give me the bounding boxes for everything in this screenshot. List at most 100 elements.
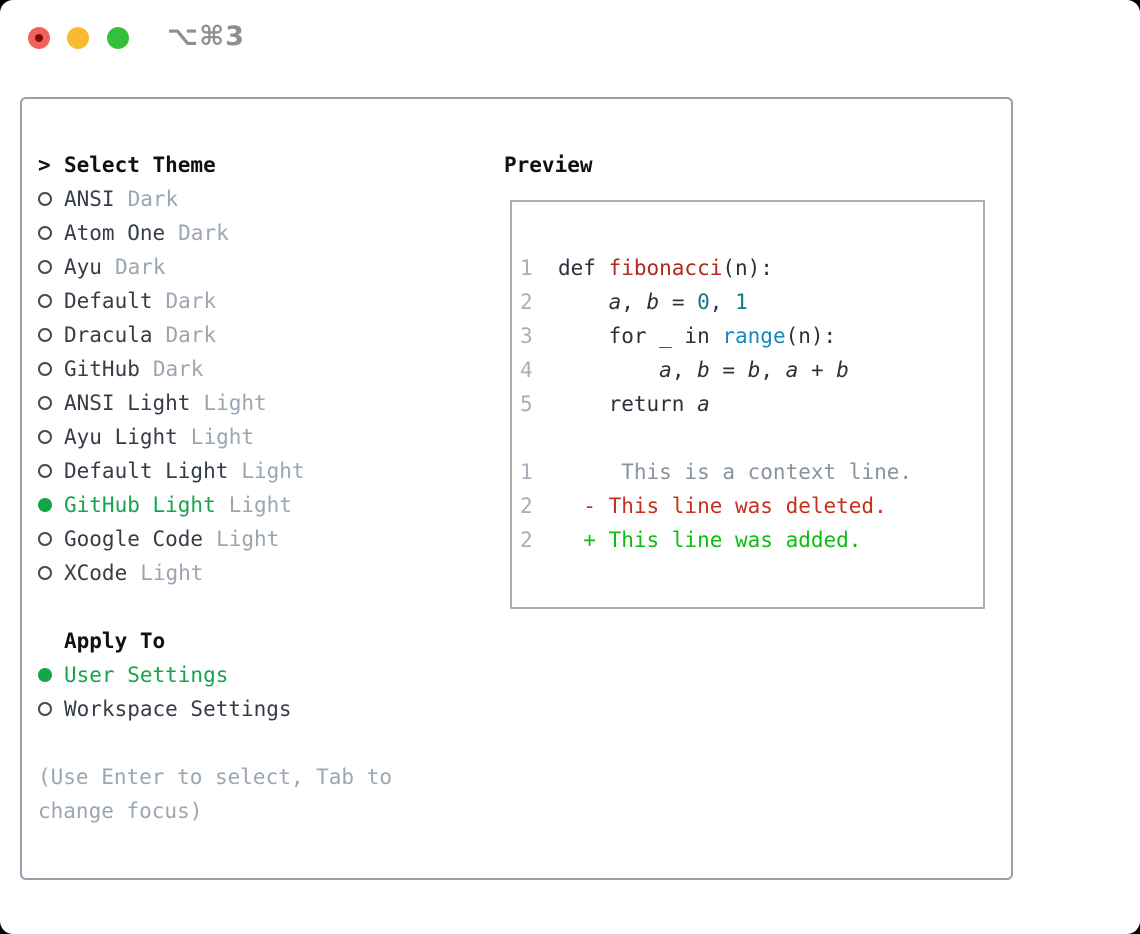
option-label: XCode [64, 561, 128, 585]
code-token-text: def [558, 256, 609, 280]
option-label: Workspace Settings [64, 697, 292, 721]
radio-icon [38, 430, 64, 444]
code-token-text: (n): [785, 324, 837, 348]
code-line: 1 This is a context line. [520, 455, 912, 489]
theme-option[interactable]: ANSI Light Light [38, 386, 470, 420]
option-variant-label: Dark [165, 289, 217, 313]
code-token-func: fibonacci [608, 256, 723, 280]
theme-option[interactable]: Default Dark [38, 284, 470, 318]
theme-option[interactable]: ANSI Dark [38, 182, 470, 216]
code-line: 2 + This line was added. [520, 523, 912, 557]
option-label: Default [64, 289, 153, 313]
theme-list: ANSI Dark Atom One Dark Ayu Dark Default Dark Dr… [38, 182, 470, 590]
radio-selected-icon [38, 668, 64, 682]
radio-circle [38, 294, 52, 308]
window-title: ⌥⌘3 [167, 21, 245, 52]
apply-to-list: User Settings Workspace Settings [38, 658, 470, 726]
radio-selected-icon [38, 498, 64, 512]
radio-circle [38, 498, 52, 512]
apply-to-title: Apply To [64, 629, 166, 653]
radio-circle [38, 328, 52, 342]
option-variant-label: Light [140, 561, 204, 585]
code-token-text: = [659, 290, 698, 314]
code-token-var: a [659, 358, 672, 382]
code-token-text: (n): [722, 256, 773, 280]
theme-option[interactable]: Ayu Dark [38, 250, 470, 284]
code-token-text: for _ in [558, 324, 723, 348]
option-label: User Settings [64, 663, 229, 687]
radio-icon [38, 294, 64, 308]
code-line [520, 421, 912, 455]
option-variant-label: Dark [178, 221, 229, 245]
apply-to-option[interactable]: Workspace Settings [38, 692, 470, 726]
option-variant-label: Dark [152, 357, 204, 381]
theme-option[interactable]: GitHub Dark [38, 352, 470, 386]
apply-to-option[interactable]: User Settings [38, 658, 470, 692]
line-number: 3 [520, 324, 533, 348]
code-line: 5 return a [520, 387, 912, 421]
option-label: Dracula [64, 323, 153, 347]
code-token-call: range [722, 324, 786, 348]
theme-option[interactable]: Default Light Light [38, 454, 470, 488]
code-line: 3 for _ in range (n): [520, 319, 912, 353]
code-token-text: , [709, 290, 736, 314]
code-token-var: b [697, 358, 710, 382]
zoom-button[interactable] [107, 27, 129, 49]
option-label: Ayu Light [64, 425, 178, 449]
theme-option[interactable]: Ayu Light Light [38, 420, 470, 454]
line-number: 1 [520, 256, 533, 280]
code-token-var: a [697, 392, 710, 416]
radio-circle [38, 362, 52, 376]
line-number: 1 [520, 460, 533, 484]
hint-text: (Use Enter to select, Tab to change focu… [38, 765, 393, 823]
close-button[interactable] [28, 27, 50, 49]
code-token-context: This is a context line. [558, 460, 913, 484]
radio-circle [38, 464, 52, 478]
radio-circle [38, 668, 52, 682]
radio-circle [38, 226, 52, 240]
line-number: 2 [520, 290, 533, 314]
theme-option[interactable]: XCode Light [38, 556, 470, 590]
option-variant-label: Light [216, 527, 280, 551]
code-line: 4 a, b = b, a + b [520, 353, 912, 387]
code-token-text [558, 358, 659, 382]
apply-to-header-row: Apply To [38, 624, 470, 658]
theme-option[interactable]: Dracula Dark [38, 318, 470, 352]
option-label: Ayu [64, 255, 102, 279]
close-dot-icon [35, 34, 43, 42]
code-token-var: b [747, 358, 761, 382]
code-token-text: , [671, 358, 698, 382]
theme-option[interactable]: Atom One Dark [38, 216, 470, 250]
radio-circle [38, 396, 52, 410]
preview-title: Preview [504, 153, 593, 177]
theme-option[interactable]: GitHub Light Light [38, 488, 470, 522]
code-token-text: , [621, 290, 647, 314]
code-line: 1 def fibonacci (n): [520, 251, 912, 285]
select-theme-title: Select Theme [64, 153, 216, 177]
theme-option[interactable]: Google Code Light [38, 522, 470, 556]
line-number: 4 [520, 358, 533, 382]
code-line: 2 - This line was deleted. [520, 489, 912, 523]
option-variant-label: Light [241, 459, 305, 483]
minimize-button[interactable] [67, 27, 89, 49]
code-token-var: b [836, 358, 849, 382]
option-label: Google Code [64, 527, 204, 551]
radio-icon [38, 566, 64, 580]
radio-icon [38, 192, 64, 206]
code-line: 2 a, b = 0, 1 [520, 285, 912, 319]
radio-icon [38, 702, 64, 716]
line-number: 2 [520, 494, 533, 518]
code-token-text: = [709, 358, 748, 382]
section-gap [38, 726, 470, 760]
theme-selector-column: > Select Theme ANSI Dark Atom One Dark Ayu Da… [38, 148, 470, 828]
main-panel: > Select Theme ANSI Dark Atom One Dark Ayu Da… [20, 97, 1013, 880]
option-label: ANSI [64, 187, 115, 211]
option-variant-label: Light [228, 493, 292, 517]
option-label: GitHub Light [64, 493, 216, 517]
code-token-text: , [760, 358, 786, 382]
radio-icon [38, 532, 64, 546]
code-token-var: a [608, 290, 622, 314]
